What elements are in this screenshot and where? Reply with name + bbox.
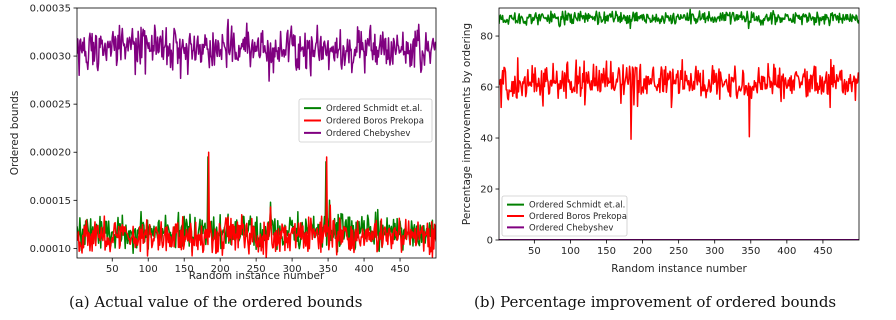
y-tick-label: 0.00015 (30, 196, 71, 207)
x-tick-label: 400 (355, 264, 374, 275)
x-tick-label: 450 (813, 246, 832, 257)
x-tick-label: 100 (139, 264, 158, 275)
x-tick-label: 50 (528, 246, 541, 257)
x-tick-label: 150 (597, 246, 616, 257)
legend-label: Ordered Boros Prekopa (529, 212, 627, 222)
x-tick-label: 300 (283, 264, 302, 275)
y-tick-label: 0.00035 (30, 4, 71, 15)
x-tick-label: 250 (669, 246, 688, 257)
chart-b-series-group (499, 8, 859, 240)
legend-label: Ordered Schmidt et.al. (529, 201, 625, 211)
chart-a-y-ticks: 0.00010 0.00015 0.00020 0.00025 0.00030 0.000… (30, 4, 77, 255)
chart-a-series-2 (77, 151, 436, 258)
x-tick-label: 50 (106, 264, 119, 275)
y-tick-label: 80 (480, 32, 493, 43)
chart-b-y-ticks: 0 20 40 60 80 (480, 32, 499, 247)
chart-b-x-ticks: 50 100 150 200 250 300 350 400 450 (528, 240, 832, 257)
chart-a-series-group (77, 18, 436, 258)
chart-a-xlabel: Random instance number (189, 270, 325, 282)
chart-a: 50 100 150 200 250 300 350 400 450 0.000100.0001… (9, 4, 437, 282)
x-tick-label: 250 (247, 264, 266, 275)
chart-b-series-2 (499, 57, 859, 141)
x-tick-label: 150 (175, 264, 194, 275)
legend-label: Ordered Schmidt et.al. (326, 104, 422, 114)
x-tick-label: 200 (633, 246, 652, 257)
x-tick-label: 300 (705, 246, 724, 257)
y-tick-label: 0.00010 (30, 244, 71, 255)
chart-b-series-1 (499, 8, 859, 30)
x-tick-label: 450 (390, 264, 409, 275)
x-tick-label: 200 (211, 264, 230, 275)
x-tick-label: 100 (561, 246, 580, 257)
chart-b-ylabel: Percentage improvements by ordering (461, 23, 473, 225)
x-tick-label: 400 (777, 246, 796, 257)
legend-label: Ordered Chebyshev (529, 223, 613, 233)
legend-box (298, 98, 433, 143)
x-tick-label: 350 (741, 246, 760, 257)
chart-b-xlabel: Random instance number (611, 263, 747, 275)
chart-a-x-ticks: 50 100 150 200 250 300 350 400 450 (106, 258, 410, 275)
chart-a-ylabel: Ordered bounds (9, 91, 21, 176)
legend-label: Ordered Chebyshev (326, 129, 410, 139)
y-tick-label: 0 (487, 236, 493, 247)
y-tick-label: 0.00020 (30, 148, 71, 159)
y-tick-label: 0.00030 (30, 52, 71, 63)
y-tick-label: 60 (480, 83, 493, 94)
caption-a: (a) Actual value of the ordered bounds (69, 293, 363, 311)
chart-a-series-3 (77, 18, 436, 82)
chart-b-legend: Ordered Schmidt et.al.Ordered Boros Prek… (501, 195, 628, 237)
legend-box (501, 195, 628, 237)
chart-b: 50 100 150 200 250 300 350 400 450 0 20 40 60 80 Ran… (461, 7, 860, 275)
y-tick-label: 40 (480, 134, 493, 145)
y-tick-label: 20 (480, 185, 493, 196)
chart-a-legend: Ordered Schmidt et.al. Ordered Boros Prek… (298, 98, 433, 143)
y-tick-label: 0.00025 (30, 100, 71, 111)
legend-label: Ordered Boros Prekopa (326, 117, 424, 127)
x-tick-label: 350 (319, 264, 338, 275)
caption-b: (b) Percentage improvement of ordered bo… (474, 293, 837, 311)
